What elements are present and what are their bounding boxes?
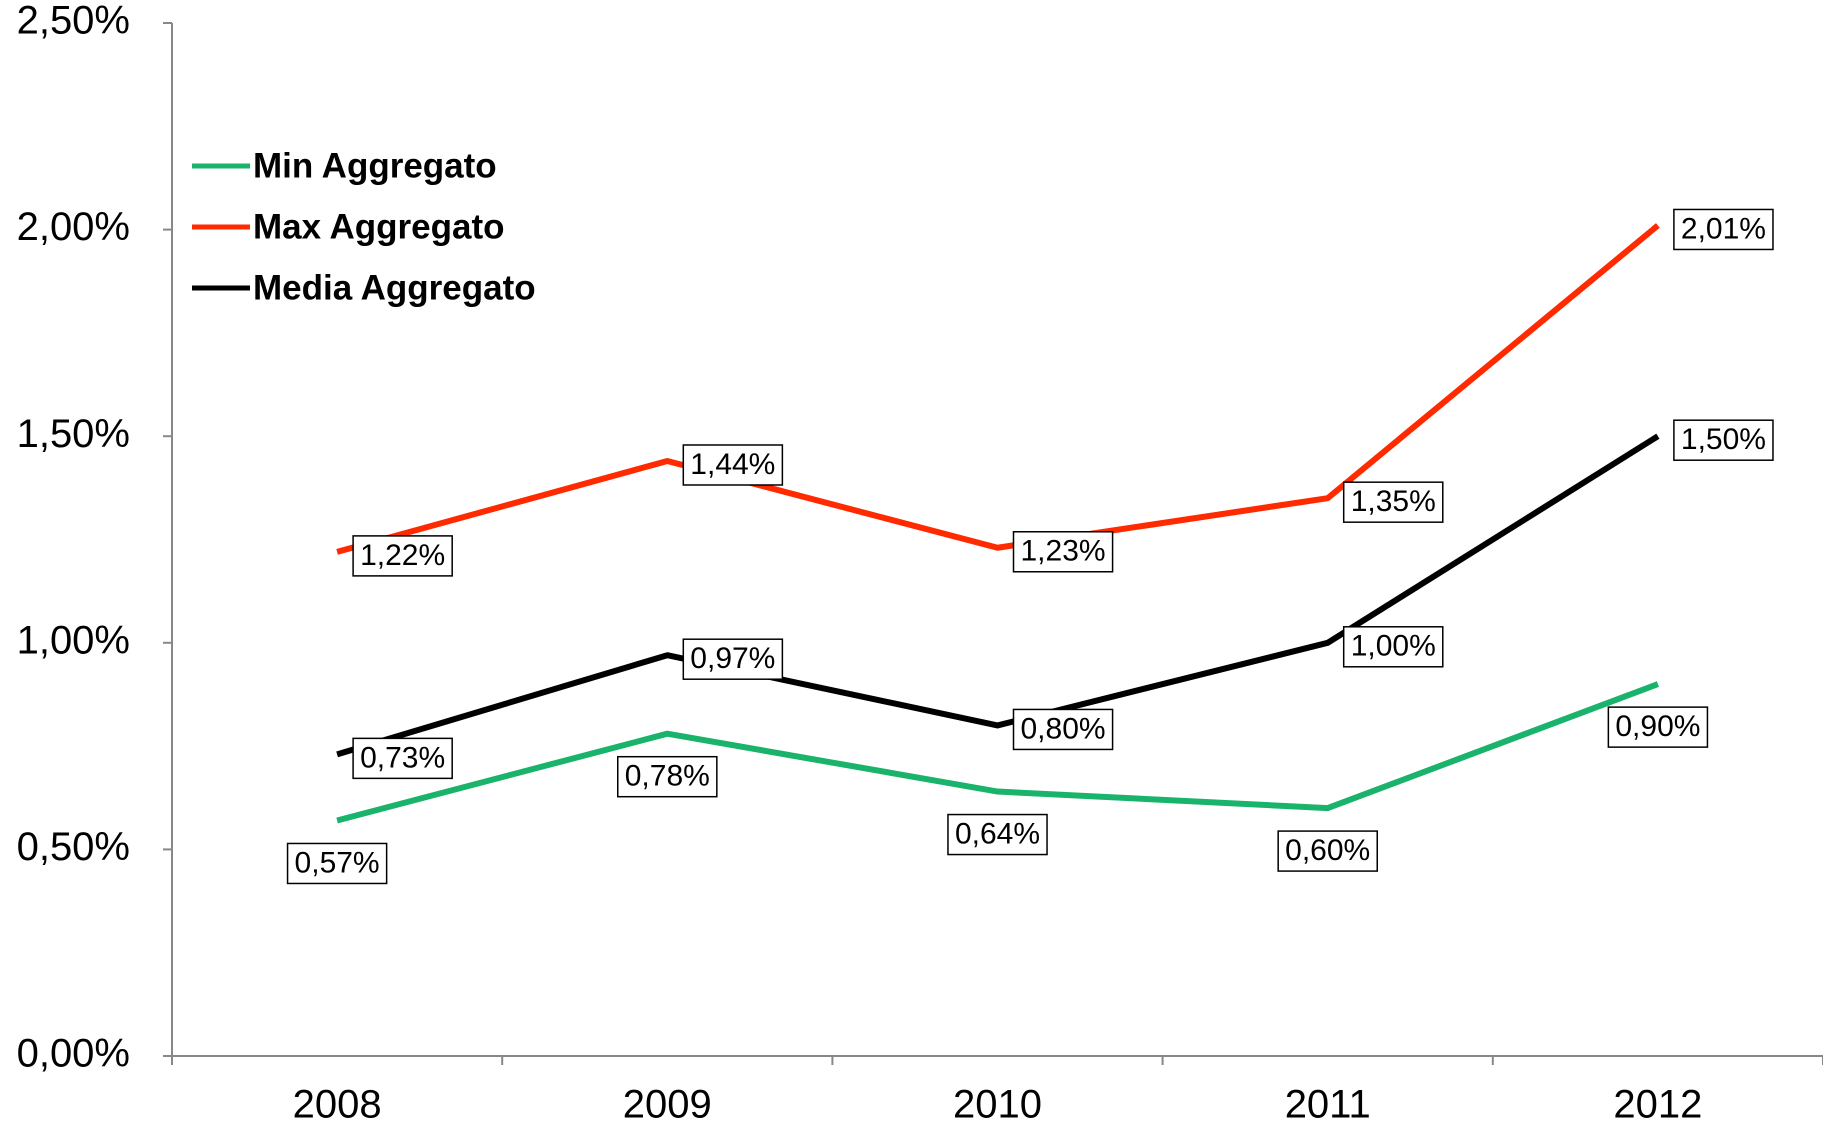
- data-label-box: [617, 755, 718, 798]
- data-label-text: 0,60%: [1285, 834, 1370, 867]
- data-label-box: [947, 813, 1048, 856]
- data-label-box: [1607, 706, 1709, 748]
- data-label-box: [1012, 531, 1114, 573]
- data-label: 2,01%: [1673, 208, 1774, 251]
- legend-label: Max Aggregato: [253, 207, 505, 246]
- data-label-text: 1,00%: [1351, 630, 1436, 663]
- data-label-text: 2,01%: [1681, 212, 1766, 245]
- data-label-text: 0,64%: [955, 817, 1040, 850]
- data-label-box: [1673, 419, 1774, 461]
- data-label-box: [1673, 208, 1774, 251]
- data-label: 1,44%: [682, 444, 784, 486]
- data-label: 0,60%: [1277, 830, 1378, 872]
- data-label-text: 1,35%: [1351, 485, 1436, 518]
- data-label-box: [682, 444, 784, 486]
- data-label: 0,97%: [682, 638, 784, 680]
- data-label: 0,73%: [352, 737, 453, 780]
- data-label-text: 0,78%: [625, 760, 710, 793]
- y-tick-label: 2,50%: [17, 0, 130, 43]
- x-tick-label: 2010: [953, 1083, 1042, 1127]
- data-label-text: 0,57%: [295, 846, 380, 879]
- data-label-text: 0,90%: [1615, 710, 1700, 743]
- y-tick-label: 2,00%: [17, 205, 130, 249]
- y-tick-label: 1,00%: [17, 618, 130, 662]
- data-label: 0,57%: [286, 842, 388, 885]
- x-tick-label: 2011: [1285, 1083, 1371, 1127]
- data-label-box: [1012, 708, 1114, 751]
- x-tick-label: 2009: [623, 1083, 712, 1127]
- data-label-text: 1,44%: [690, 448, 775, 481]
- data-label: 1,00%: [1342, 626, 1444, 668]
- series-line: [336, 433, 1660, 758]
- data-label-box: [352, 535, 453, 577]
- data-label: 1,50%: [1673, 419, 1774, 461]
- data-label-box: [1342, 481, 1444, 523]
- data-label-text: 0,97%: [690, 642, 775, 675]
- x-tick-label: 2008: [293, 1083, 382, 1127]
- data-label: 0,78%: [617, 755, 718, 798]
- legend-label: Media Aggregato: [253, 268, 536, 307]
- data-label-text: 1,50%: [1681, 423, 1766, 456]
- series-line: [336, 223, 1660, 555]
- data-label-text: 1,22%: [360, 539, 445, 572]
- y-tick-label: 0,50%: [17, 825, 130, 869]
- x-tick-label: 2012: [1613, 1083, 1702, 1127]
- data-label: 0,90%: [1607, 706, 1709, 748]
- data-label-text: 0,73%: [360, 741, 445, 774]
- data-label-text: 1,23%: [1021, 535, 1106, 568]
- legend-label: Min Aggregato: [253, 146, 497, 185]
- data-label-box: [286, 842, 388, 885]
- data-label-text: 0,80%: [1021, 712, 1106, 745]
- data-label: 0,64%: [947, 813, 1048, 856]
- data-label-box: [1342, 626, 1444, 668]
- y-tick-label: 1,50%: [17, 412, 130, 456]
- data-label: 0,80%: [1012, 708, 1114, 751]
- data-label-box: [352, 737, 453, 780]
- y-tick-label: 0,00%: [17, 1032, 130, 1076]
- data-label: 1,23%: [1012, 531, 1114, 573]
- data-label-box: [1277, 830, 1378, 872]
- series-line: [336, 681, 1659, 824]
- data-label-box: [682, 638, 784, 680]
- data-label: 1,22%: [352, 535, 453, 577]
- data-label: 1,35%: [1342, 481, 1444, 523]
